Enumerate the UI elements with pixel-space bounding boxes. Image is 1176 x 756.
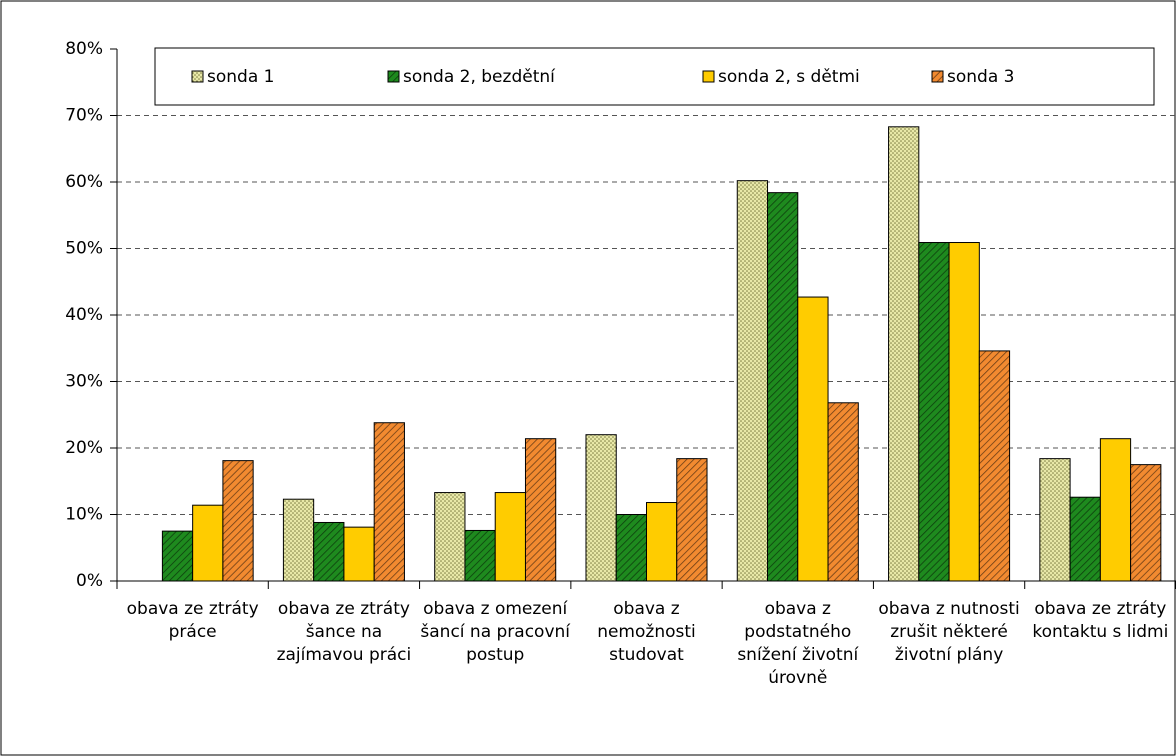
bar: [615, 514, 648, 582]
x-tick-label: obava ze ztráty práce: [126, 599, 259, 642]
bar: [434, 492, 466, 582]
bar: [585, 434, 617, 582]
legend-box: [154, 47, 1155, 106]
bar: [676, 458, 708, 582]
bar: [646, 502, 678, 582]
bar: [797, 296, 829, 582]
bar: [978, 350, 1011, 582]
y-tick-label: 50%: [65, 239, 103, 259]
legend-label: sonda 3: [947, 67, 1014, 87]
y-tick-label: 60%: [65, 172, 103, 192]
y-tick-label: 20%: [65, 438, 103, 458]
bar: [343, 526, 375, 582]
x-tick-label: obava z podstatného snížení životní úrov…: [737, 599, 859, 688]
y-tick-label: 40%: [65, 305, 103, 325]
legend-label: sonda 2, bezdětní: [403, 67, 556, 87]
bar: [1099, 438, 1132, 582]
bar: [827, 402, 859, 582]
legend-label: sonda 1: [207, 67, 274, 87]
bar: [1069, 496, 1101, 582]
bar: [494, 492, 526, 582]
bar: [161, 530, 194, 582]
x-tick-label: obava z nutnosti zrušit některé životní …: [878, 599, 1020, 665]
y-tick-label: 70%: [65, 106, 103, 126]
legend-label: sonda 2, s dětmi: [718, 67, 860, 87]
y-tick-label: 10%: [65, 505, 103, 525]
x-tick-label: obava ze ztráty šance na zajímavou práci: [276, 599, 412, 665]
bar: [918, 242, 950, 582]
x-tick-label: obava ze ztráty kontaktu s lidmi: [1032, 599, 1169, 642]
bar: [767, 192, 799, 582]
legend-swatch: [931, 70, 944, 83]
bar: [282, 498, 315, 582]
bar: [373, 422, 405, 582]
bar: [948, 242, 980, 582]
x-tick-label: obava z omezení šancí na pracovní postup: [420, 599, 571, 665]
bar: [1130, 464, 1162, 582]
bar: [464, 529, 496, 582]
bar: [313, 521, 345, 582]
bar: [192, 504, 224, 582]
bar: [222, 460, 254, 582]
legend-swatch: [702, 70, 715, 83]
legend-swatch: [387, 70, 400, 83]
y-tick-label: 80%: [65, 39, 103, 59]
bar: [888, 126, 920, 582]
x-tick-label: obava z nemožnosti studovat: [597, 599, 696, 665]
y-tick-label: 0%: [76, 571, 103, 591]
bar: [524, 438, 557, 582]
y-tick-label: 30%: [65, 372, 103, 392]
bar: [736, 180, 769, 582]
bar: [1039, 458, 1071, 582]
legend-swatch: [191, 70, 204, 83]
